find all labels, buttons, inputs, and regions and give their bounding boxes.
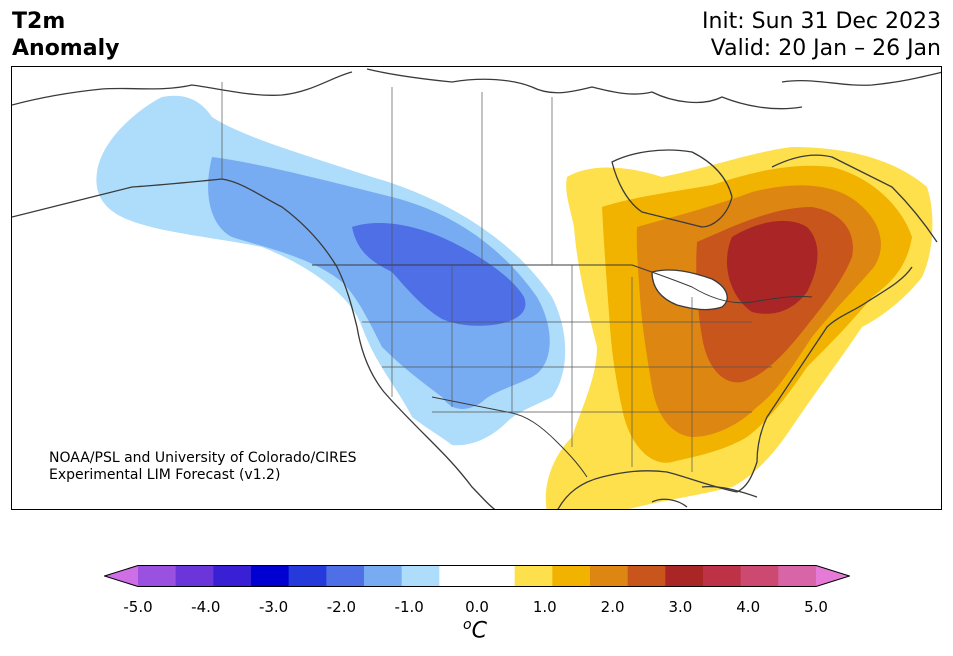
valid-date: Valid: 20 Jan – 26 Jan [710,36,941,61]
colorbar-tick-label: 4.0 [736,598,761,616]
unit-letter: C [471,618,487,644]
colorbar-segment [590,565,629,587]
colorbar-outline [104,565,850,587]
coastline-caribbean [651,486,758,508]
colorbar [104,565,850,587]
colorbar-segment [288,565,327,587]
colorbar-extend-low [104,565,138,587]
colorbar-tick-label: 3.0 [668,598,693,616]
map-title: T2m Anomaly [12,8,119,62]
great-lakes [651,269,728,311]
colorbar-segment [703,565,742,587]
colorbar-segment [175,565,214,587]
forecast-dates: Init: Sun 31 Dec 2023 Valid: 20 Jan – 26… [702,8,941,62]
colorbar-extend-high [816,565,850,587]
colorbar-segment [364,565,403,587]
border-us-canada [312,264,813,304]
colorbar-tick-label: -2.0 [326,598,357,616]
coastline-gulf [557,470,738,509]
colorbar-tick-label: -5.0 [123,598,153,616]
coastline-arctic [12,68,941,110]
cold-anomaly-mid [208,157,550,409]
colorbar-segment [665,565,704,587]
colorbar-tick-label: -4.0 [191,598,221,616]
unit-degree-symbol: o [463,617,472,633]
coastline-pacific [12,178,496,509]
colorbar-tick-label: 0.0 [465,598,489,616]
map-canvas [12,68,941,509]
init-date: Init: Sun 31 Dec 2023 [702,9,941,34]
colorbar-segment [627,565,666,587]
colorbar-segment [778,565,817,587]
colorbar-segment [740,565,779,587]
colorbar-segment [439,565,478,587]
colorbar-tick-label: 5.0 [804,598,828,616]
colorbar-segment [552,565,591,587]
border-us-mexico [431,396,588,478]
colorbar-segment [213,565,252,587]
credit-line-2: Experimental LIM Forecast (v1.2) [49,467,281,483]
title-variable: T2m [12,9,66,34]
state-borders [221,82,772,472]
credit-line-1: NOAA/PSL and University of Colorado/CIRE… [49,450,357,466]
colorbar-tick-label: 1.0 [532,598,557,616]
colorbar-tick-label: -1.0 [394,598,424,616]
title-anomaly: Anomaly [12,36,120,61]
colorbar-segment [251,565,290,587]
colorbar-segment [477,565,516,587]
colorbar-segment [326,565,365,587]
colorbar-unit: oC [463,617,487,643]
anomaly-map [11,66,942,510]
colorbar-segment [401,565,440,587]
coastline-atlantic [736,154,938,493]
colorbar-svg [104,565,850,587]
warm-anomaly-red [727,220,818,314]
colorbar-tick-label: -3.0 [258,598,289,616]
colorbar-segment [138,565,177,587]
cold-anomaly-dark [352,222,526,326]
forecast-credit: NOAA/PSL and University of Colorado/CIRE… [49,450,357,484]
colorbar-segment [514,565,553,587]
coastline-hudson-bay [611,149,733,228]
colorbar-tick-label: 2.0 [600,598,625,616]
